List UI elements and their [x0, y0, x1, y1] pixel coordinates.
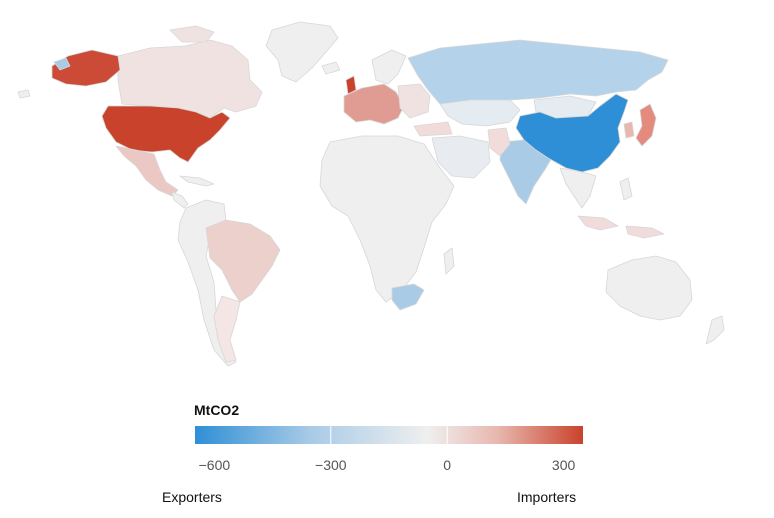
country-turkey	[413, 121, 453, 137]
country-madagascar	[443, 247, 455, 275]
region-southern-cone	[213, 295, 241, 363]
importers-label: Importers	[517, 489, 577, 505]
country-china[interactable]	[515, 93, 629, 173]
country-mexico[interactable]	[115, 145, 179, 197]
region-middle-east	[431, 135, 491, 179]
world-map	[17, 21, 725, 367]
region-scandinavia	[371, 49, 407, 85]
region-philippines	[619, 177, 633, 201]
legend-tick-label: −300	[315, 457, 347, 473]
legend-tick-label: 0	[443, 457, 452, 473]
country-united-states[interactable]	[101, 105, 231, 163]
country-korea	[623, 121, 635, 139]
legend-title: MtCO2	[194, 402, 240, 418]
region-south-asia-west	[487, 127, 511, 157]
region-central-america	[171, 191, 189, 209]
region-indonesia-east	[625, 225, 665, 239]
country-brazil[interactable]	[205, 219, 281, 303]
region-aleutians	[17, 89, 31, 99]
country-japan[interactable]	[635, 103, 657, 147]
region-southeast-asia	[559, 167, 597, 209]
legend-color-bar	[195, 426, 583, 444]
country-australia[interactable]	[605, 255, 693, 321]
region-central-asia	[439, 99, 521, 127]
country-new-zealand	[705, 315, 725, 345]
region-indonesia	[577, 215, 619, 231]
country-south-africa[interactable]	[391, 283, 425, 311]
country-canada-islands	[169, 25, 215, 43]
exporters-label: Exporters	[162, 489, 222, 505]
country-iceland	[321, 61, 341, 75]
region-caribbean	[179, 175, 215, 187]
alaska-west-tip	[53, 57, 71, 71]
region-eastern-europe	[397, 83, 431, 119]
legend-tick-label: −600	[198, 457, 231, 473]
country-greenland[interactable]	[265, 21, 339, 83]
region-western-europe[interactable]	[343, 83, 405, 125]
region-africa	[319, 135, 455, 303]
country-alaska[interactable]	[51, 49, 121, 87]
legend-tick-label: 300	[551, 457, 576, 473]
legend-gradient-rect	[195, 426, 583, 444]
country-uk	[345, 75, 357, 95]
